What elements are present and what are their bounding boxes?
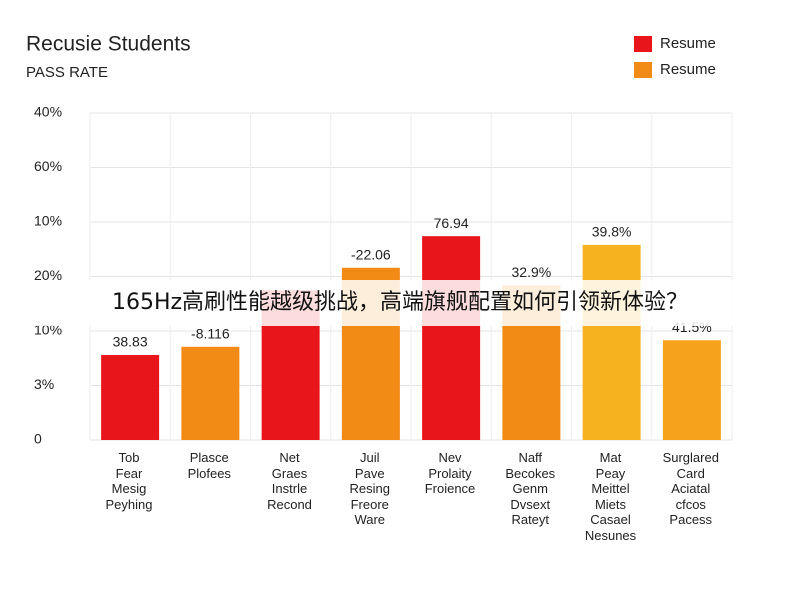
y-tick-label: 3%	[34, 376, 54, 392]
legend-swatch	[634, 62, 652, 78]
data-label: -22.06	[351, 246, 391, 262]
x-tick-label: Plasce Plofees	[187, 450, 231, 481]
overlay-text: 165Hz高刷性能越级挑战，高端旗舰配置如何引领新体验？	[111, 290, 689, 315]
chart-subtitle: PASS RATE	[26, 64, 108, 81]
x-tick-label: Net Graes Instrle Recond	[267, 450, 312, 512]
x-tick-label: Surglared Card Aciatal cfcos Pacess	[662, 450, 719, 527]
y-tick-label: 10%	[34, 213, 62, 229]
data-label: 39.8%	[592, 224, 632, 240]
x-tick-label: Tob Fear Mesig Peyhing	[105, 450, 153, 512]
data-label: 38.83	[113, 334, 148, 350]
bar	[662, 340, 721, 440]
y-tick-label: 60%	[34, 158, 62, 174]
chart-title: Recusie Students	[26, 33, 191, 56]
legend-label: Resume	[660, 61, 716, 78]
legend-swatch	[634, 36, 652, 52]
y-tick-label: 20%	[34, 267, 62, 283]
y-tick-label: 40%	[34, 104, 62, 120]
bar	[101, 354, 160, 440]
y-tick-label: 0	[34, 431, 42, 447]
x-tick-label: Naff Becokes Genm Dvsext Rateyt	[505, 450, 556, 527]
x-tick-label: Juil Pave Resing Freore Ware	[349, 450, 390, 527]
data-label: 32.9%	[512, 264, 552, 280]
bar	[422, 236, 481, 440]
legend-label: Resume	[660, 35, 716, 52]
data-label: -8.116	[191, 326, 230, 342]
bar	[582, 244, 641, 440]
bar	[181, 346, 240, 440]
overlay-band	[0, 280, 800, 326]
data-label: 76.94	[434, 215, 469, 231]
x-tick-label: Nev Prolaity Froience	[424, 450, 476, 496]
x-tick-label: Mat Peay Meittel Miets Casael Nesunes	[584, 450, 637, 543]
